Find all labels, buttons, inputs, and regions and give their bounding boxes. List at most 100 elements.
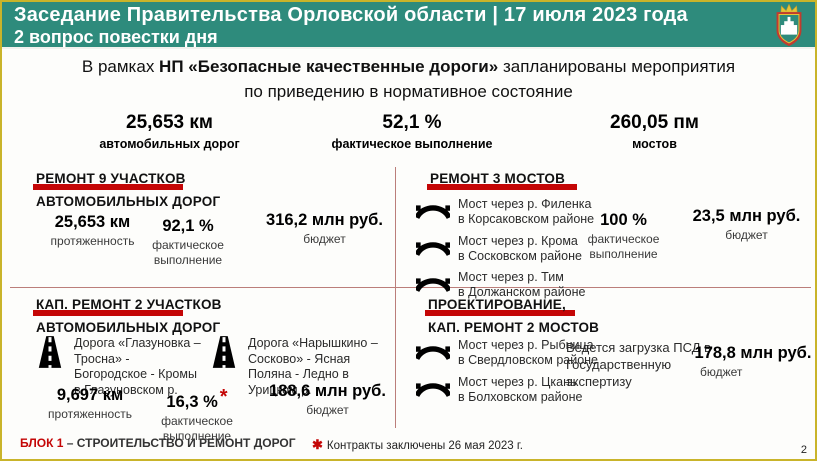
stat-budget: 188,6 млн руб. бюджет	[255, 382, 400, 418]
stat-value: 260,05 пм	[610, 112, 699, 133]
stat-value: 316,2 млн руб.	[266, 211, 383, 229]
list-item: Мост через р. Филенка в Корсаковском райо…	[416, 197, 616, 228]
bridge-district: в Корсаковском районе	[458, 212, 595, 227]
section-title-line1: КАП. РЕМОНТ 2 УЧАСТКОВ	[36, 297, 222, 312]
footnote: ✱ Контракты заключены 26 мая 2023 г.	[312, 437, 523, 453]
stat-number: 16,3 %	[166, 393, 218, 411]
oryol-region-coat-of-arms-icon	[776, 4, 802, 47]
red-underline-bar	[33, 184, 183, 190]
block-label: БЛОК 1 – СТРОИТЕЛЬСТВО И РЕМОНТ ДОРОГ	[20, 436, 296, 450]
stat-value: 100 %	[600, 211, 647, 229]
section-title-line1: РЕМОНТ 3 МОСТОВ	[430, 171, 566, 186]
list-item: Дорога «Глазуновка – Тросна» - Богородск…	[36, 336, 204, 399]
bridge-name: Мост через р. Крома	[458, 233, 578, 248]
bridge-label: Мост через р. Рыбница в Свердловском райо…	[458, 338, 598, 369]
vertical-divider	[395, 167, 396, 428]
stat-value: 188,6 млн руб.	[269, 382, 386, 400]
list-item: Мост через р. Крома в Сосковском районе	[416, 234, 616, 265]
road-label: Дорога «Нарышкино – Сосково» - Ясная Пол…	[248, 336, 378, 397]
red-underline-bar	[427, 184, 577, 190]
stat-value: 92,1 %	[162, 217, 214, 235]
slide-header: Заседание Правительства Орловской област…	[2, 2, 815, 49]
main-heading-line2: по приведению в нормативное состояние	[244, 81, 573, 101]
bridge-district: в Свердловском районе	[458, 353, 599, 368]
bridge-name: Мост через р. Рыбница	[458, 338, 594, 352]
slide-subtitle: 2 вопрос повестки дня	[14, 27, 218, 47]
stat-label: бюджет	[700, 365, 743, 379]
stat-label: бюджет	[306, 403, 349, 417]
bridge-name: Мост через р. Филенка	[458, 197, 592, 211]
section-title: РЕМОНТ 9 УЧАСТКОВ АВТОМОБИЛЬНЫХ ДОРОГ	[33, 170, 220, 210]
block-number: БЛОК 1	[20, 436, 64, 450]
stat-label: мостов	[632, 137, 677, 151]
road-icon	[212, 336, 236, 368]
bridge-district: в Сосковском районе	[458, 248, 582, 263]
asterisk-icon: ✱	[312, 437, 323, 452]
red-underline-bar	[425, 310, 575, 316]
stat-value: 52,1 %	[382, 112, 442, 133]
list-item: Мост через р. Тим в Должанском районе	[416, 270, 616, 301]
stat-value: 25,653 км	[54, 213, 131, 231]
bridge-name: Мост через р. Тим	[458, 270, 564, 284]
stat-completion: 100 % фактическое выполнение	[561, 211, 686, 262]
bridge-label: Мост через р. Филенка в Корсаковском райо…	[458, 197, 594, 228]
bridge-icon	[416, 241, 450, 256]
stat-label: фактическое выполнение	[587, 232, 660, 261]
bridge-district: в Должанском районе	[458, 285, 586, 300]
horizontal-divider	[10, 287, 811, 288]
stat-value: 16,3 % *	[132, 386, 262, 412]
section-road-repair: РЕМОНТ 9 УЧАСТКОВ АВТОМОБИЛЬНЫХ ДОРОГ 25…	[10, 165, 395, 287]
bridge-list: Мост через р. Филенка в Корсаковском райо…	[416, 197, 616, 307]
section-bridge-design-capital: ПРОЕКТИРОВАНИЕ, КАП. РЕМОНТ 2 МОСТОВ Мос…	[396, 288, 811, 430]
bridge-icon	[416, 346, 450, 361]
bridge-icon	[416, 205, 450, 220]
bridge-district: в Болховском районе	[458, 389, 583, 404]
stat-label: фактическое выполнение	[331, 137, 493, 151]
stat-completion: 16,3 % * фактическое выполнение	[132, 386, 262, 444]
list-item: Мост через р. Рыбница в Свердловском райо…	[416, 338, 616, 369]
stat-value: 25,653 км	[126, 112, 213, 133]
red-underline-bar	[33, 310, 183, 316]
stat-label: протяженность	[50, 234, 135, 248]
section-title-line2: АВТОМОБИЛЬНЫХ ДОРОГ	[36, 320, 221, 335]
summary-stat-completion: 52,1 % фактическое выполнение	[307, 112, 517, 151]
bridge-label: Мост через р. Крома в Сосковском районе	[458, 234, 582, 265]
section-title: ПРОЕКТИРОВАНИЕ, КАП. РЕМОНТ 2 МОСТОВ	[425, 296, 599, 336]
bridge-label: Мост через р. Цкань в Болховском районе	[458, 375, 582, 406]
stat-label: протяженность	[48, 407, 132, 421]
stat-budget: 178,8 млн руб. бюджет	[688, 344, 815, 380]
section-bridge-repair: РЕМОНТ 3 МОСТОВ Мост через р. Филенка в К…	[396, 165, 814, 299]
stat-length: 25,653 км протяженность	[20, 213, 165, 249]
section-title-line1: РЕМОНТ 9 УЧАСТКОВ	[36, 171, 186, 186]
bridge-list: Мост через р. Рыбница в Свердловском райо…	[416, 338, 616, 411]
slide-footer: БЛОК 1 – СТРОИТЕЛЬСТВО И РЕМОНТ ДОРОГ ✱ К…	[12, 436, 807, 456]
stat-value: 23,5 млн руб.	[692, 207, 801, 225]
stat-value: 9,697 км	[56, 386, 124, 404]
stat-label: фактическое выполнение	[161, 414, 233, 443]
section-title: КАП. РЕМОНТ 2 УЧАСТКОВ АВТОМОБИЛЬНЫХ ДОР…	[33, 296, 222, 336]
bridge-icon	[416, 278, 450, 293]
stat-label: бюджет	[303, 232, 346, 246]
bridge-label: Мост через р. Тим в Должанском районе	[458, 270, 585, 301]
road-label: Дорога «Глазуновка – Тросна» - Богородск…	[74, 336, 201, 397]
stat-budget: 23,5 млн руб. бюджет	[679, 207, 814, 243]
section-road-capital-repair: КАП. РЕМОНТ 2 УЧАСТКОВ АВТОМОБИЛЬНЫХ ДОР…	[10, 288, 395, 443]
stat-label: автомобильных дорог	[99, 137, 240, 151]
section-title-line1: ПРОЕКТИРОВАНИЕ,	[428, 297, 566, 312]
road-icon	[38, 336, 62, 368]
page-number: 2	[800, 444, 807, 456]
list-item: Дорога «Нарышкино – Сосково» - Ясная Пол…	[210, 336, 385, 399]
stat-length: 9,697 км протяженность	[20, 386, 160, 422]
stat-label: бюджет	[725, 228, 768, 242]
stat-label: фактическое выполнение	[152, 238, 224, 267]
summary-stat-roads: 25,653 км автомобильных дорог	[62, 112, 277, 151]
heading-prefix: В рамках	[81, 57, 160, 76]
slide-title: Заседание Правительства Орловской област…	[14, 4, 688, 26]
main-heading-line1: В рамках НП «Безопасные качественные дор…	[12, 55, 805, 80]
bridge-name: Мост через р. Цкань	[458, 374, 577, 389]
stat-value: 178,8 млн руб.	[694, 344, 812, 362]
stat-budget: 316,2 млн руб. бюджет	[252, 211, 397, 247]
asterisk-marker: *	[219, 386, 228, 408]
section-title: РЕМОНТ 3 МОСТОВ	[427, 170, 577, 193]
